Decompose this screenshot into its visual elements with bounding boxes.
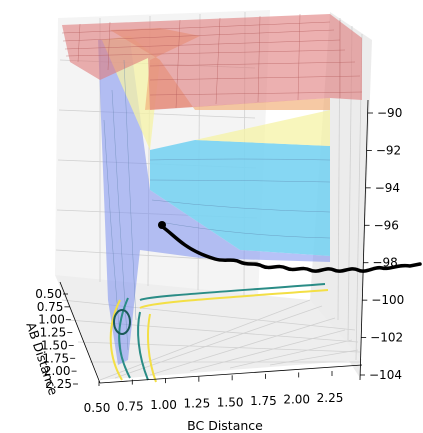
mesh-line xyxy=(149,75,361,81)
mesh-line xyxy=(257,15,261,103)
x-tick-label: 1.75 xyxy=(250,394,277,408)
x-tick-label: 2.00 xyxy=(283,392,310,406)
z-tick-label: −104 xyxy=(369,368,402,382)
contour-teal-lower xyxy=(137,311,149,381)
mesh-line xyxy=(65,49,346,57)
x-tick-label: 1.00 xyxy=(150,398,177,412)
x-tick-label: 1.50 xyxy=(217,395,244,409)
x-tick-label: 0.50 xyxy=(84,401,111,415)
y-tick-label: 1.75 xyxy=(42,351,69,365)
x-axis: 0.50 0.75 1.00 1.25 1.50 1.75 2.00 2.25 xyxy=(84,364,363,415)
mesh-line xyxy=(159,221,331,239)
trajectory-line xyxy=(158,223,422,273)
y-tick-label: 1.50 xyxy=(41,338,68,352)
z-tick-label: −90 xyxy=(377,106,402,120)
mesh-line xyxy=(297,13,301,101)
plateau-mesh xyxy=(61,13,363,109)
trajectory-start-marker xyxy=(158,221,166,229)
z-axis-line xyxy=(359,99,369,381)
grid-line xyxy=(189,329,346,372)
x-tick-label: 2.25 xyxy=(317,391,344,405)
y-tick-label: 1.00 xyxy=(38,313,65,327)
mesh-line xyxy=(123,59,137,321)
x-tick-label: 0.75 xyxy=(117,400,144,414)
grid-line xyxy=(99,299,311,381)
x-tick-label: 1.25 xyxy=(183,397,210,411)
mesh-line xyxy=(77,23,81,63)
x-axis-label: BC Distance xyxy=(187,418,263,433)
mesh-line xyxy=(62,29,335,42)
low-band xyxy=(150,140,330,256)
mesh-line xyxy=(151,199,331,213)
potential-surface xyxy=(61,13,363,365)
y-tick-label: 2.25 xyxy=(45,377,72,391)
z-tick-label: −96 xyxy=(374,218,399,232)
mesh-line xyxy=(149,91,363,96)
mesh-line xyxy=(107,21,111,71)
grid-line xyxy=(58,109,256,119)
z-tick-label: −98 xyxy=(372,256,397,270)
contour-yellow-inner xyxy=(109,299,123,381)
y-axis-line xyxy=(59,281,101,384)
contour-teal-outer xyxy=(139,283,326,301)
z-tick-label: −100 xyxy=(371,293,404,307)
mesh-line xyxy=(149,158,331,161)
grid-line xyxy=(149,317,336,376)
mesh-line xyxy=(149,61,356,67)
mesh-line xyxy=(149,179,331,183)
y-axis: 0.500.751.001.251.501.752.002.25 xyxy=(35,281,101,391)
z-tick-label: −102 xyxy=(370,331,403,345)
grid-line xyxy=(229,339,353,369)
z-axis: −90 −92 −94 −96 −98 −100 −102 −104 xyxy=(359,99,404,382)
mesh-line xyxy=(175,19,181,109)
mesh-line xyxy=(215,17,221,105)
z-tick-label: −92 xyxy=(376,143,401,157)
y-tick-label: 0.50 xyxy=(35,287,62,301)
floor-contours xyxy=(109,283,329,383)
y-tick-label: 2.00 xyxy=(44,364,71,378)
contour-yellow-outer xyxy=(139,289,329,309)
z-tick-label: −94 xyxy=(375,181,400,195)
grid-line xyxy=(269,349,359,366)
contour-basin xyxy=(113,309,131,335)
y-tick-label: 0.75 xyxy=(37,300,64,314)
contour-teal-inner xyxy=(118,297,131,379)
mesh-line xyxy=(61,21,331,34)
mesh-line xyxy=(111,89,129,351)
mesh-line xyxy=(64,39,341,50)
grid-line xyxy=(114,305,323,379)
x-axis-line xyxy=(99,364,363,384)
contour-yellow-lower xyxy=(147,313,157,383)
y-tick-label: 1.25 xyxy=(40,326,67,340)
